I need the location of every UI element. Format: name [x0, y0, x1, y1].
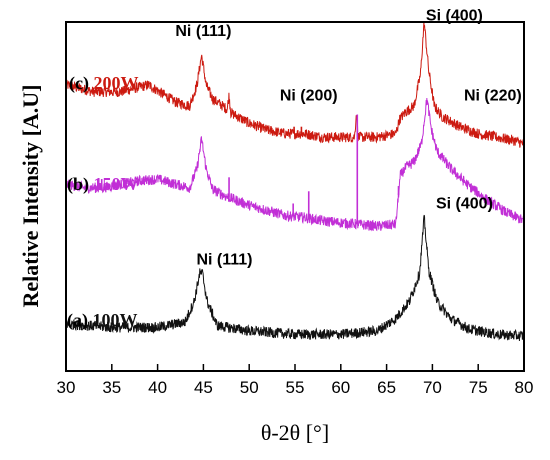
x-axis-ticks: 30 35 40 45 50 55 60 65 70 75 80	[57, 364, 534, 397]
peak-annotation: Ni (220)	[464, 88, 522, 105]
peak-annotation: Si (400)	[426, 7, 483, 24]
x-tick-label: 60	[331, 378, 350, 397]
x-tick-label: 30	[57, 378, 76, 397]
peak-annotations: Ni (111) Ni (200) Si (400) Ni (220) Ni (111)…	[175, 7, 521, 268]
series-label-150w: (b) 150W	[67, 174, 139, 195]
peak-annotation: Ni (111)	[196, 252, 252, 269]
series-label-power: 100W	[93, 310, 138, 330]
x-tick-label: 50	[240, 378, 259, 397]
series-label-100w: (a) 100W	[67, 310, 138, 331]
series-label-200w: (c) 200W	[69, 73, 138, 94]
peak-annotation: Si (400)	[436, 196, 493, 213]
x-tick-label: 40	[148, 378, 167, 397]
series-line-100w	[65, 214, 525, 341]
series-label-prefix: (b)	[67, 174, 94, 195]
x-tick-label: 55	[286, 378, 305, 397]
x-tick-label: 70	[423, 378, 442, 397]
x-axis-label: θ-2θ [°]	[261, 420, 329, 445]
series-label-power: 150W	[94, 174, 139, 194]
series-curves	[65, 21, 525, 341]
series-label-power: 200W	[93, 73, 138, 93]
series-line-200w	[65, 21, 525, 148]
peak-annotation: Ni (200)	[280, 88, 338, 105]
series-labels: (c) 200W (b) 150W (a) 100W	[67, 73, 139, 331]
series-line-150w	[65, 97, 525, 232]
x-tick-label: 35	[102, 378, 121, 397]
series-label-prefix: (c)	[69, 73, 93, 94]
peak-annotation: Ni (111)	[175, 23, 231, 40]
x-tick-label: 65	[377, 378, 396, 397]
series-label-prefix: (a)	[67, 310, 93, 331]
x-tick-label: 80	[515, 378, 534, 397]
y-axis-label: Relative Intensity [A.U]	[18, 84, 43, 307]
x-tick-label: 45	[194, 378, 213, 397]
x-tick-label: 75	[469, 378, 488, 397]
